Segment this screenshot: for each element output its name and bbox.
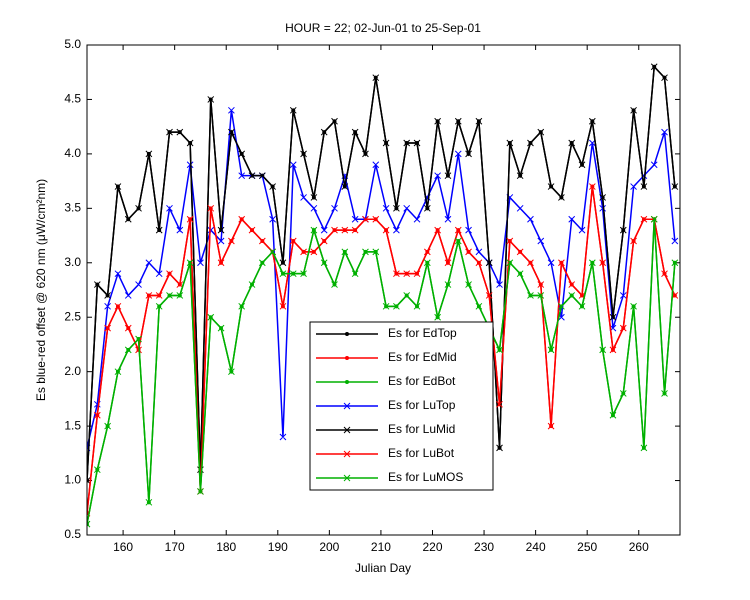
- y-tick-label: 1.5: [64, 418, 81, 432]
- legend-label: Es for LuTop: [388, 398, 456, 412]
- x-tick-label: 220: [422, 540, 442, 554]
- legend-label: Es for LuMid: [388, 422, 455, 436]
- x-tick-label: 180: [216, 540, 236, 554]
- legend-marker: [343, 402, 351, 410]
- y-axis-label: Es blue-red offset @ 620 nm (μW/cm²nm): [34, 179, 48, 401]
- legend-marker: [343, 474, 351, 482]
- y-tick-label: 3.0: [64, 255, 81, 269]
- legend-label: Es for EdMid: [388, 350, 457, 364]
- legend-marker: [345, 380, 350, 384]
- series-line: [87, 219, 676, 525]
- series-markers: [87, 64, 677, 483]
- legend-label: Es for EdBot: [388, 374, 456, 388]
- legend-marker: [343, 426, 351, 434]
- series-markers: [87, 215, 679, 528]
- x-axis-label: Julian Day: [355, 561, 411, 575]
- y-tick-label: 2.5: [64, 309, 81, 323]
- x-tick-label: 230: [474, 540, 494, 554]
- x-tick-label: 200: [319, 540, 339, 554]
- y-tick-label: 4.0: [64, 146, 81, 160]
- legend-marker: [345, 332, 350, 336]
- plot-frame: [86, 44, 681, 536]
- x-tick-label: 210: [371, 540, 391, 554]
- legend-marker: [343, 450, 351, 458]
- chart-title: HOUR = 22; 02-Jun-01 to 25-Sep-01: [285, 21, 481, 35]
- y-tick-label: 1.0: [64, 473, 81, 487]
- series-markers: [87, 183, 679, 517]
- y-tick-label: 3.5: [64, 201, 81, 215]
- x-tick-label: 170: [165, 540, 185, 554]
- y-tick-label: 0.5: [64, 527, 81, 541]
- legend-label: Es for LuBot: [388, 446, 455, 460]
- series-line: [87, 65, 676, 481]
- x-tick-label: 190: [268, 540, 288, 554]
- x-tick-label: 240: [526, 540, 546, 554]
- y-tick-label: 2.0: [64, 364, 81, 378]
- legend-label: Es for LuMOS: [388, 470, 463, 484]
- series-markers: [87, 106, 679, 452]
- x-tick-label: 260: [629, 540, 649, 554]
- y-tick-label: 4.5: [64, 92, 81, 106]
- series-line: [87, 186, 676, 514]
- series-markers: [87, 63, 679, 484]
- series-line: [87, 110, 676, 449]
- x-tick-label: 250: [577, 540, 597, 554]
- x-tick-label: 160: [113, 540, 133, 554]
- legend-marker: [345, 356, 350, 360]
- y-tick-label: 5.0: [64, 37, 81, 51]
- legend-label: Es for EdTop: [388, 326, 457, 340]
